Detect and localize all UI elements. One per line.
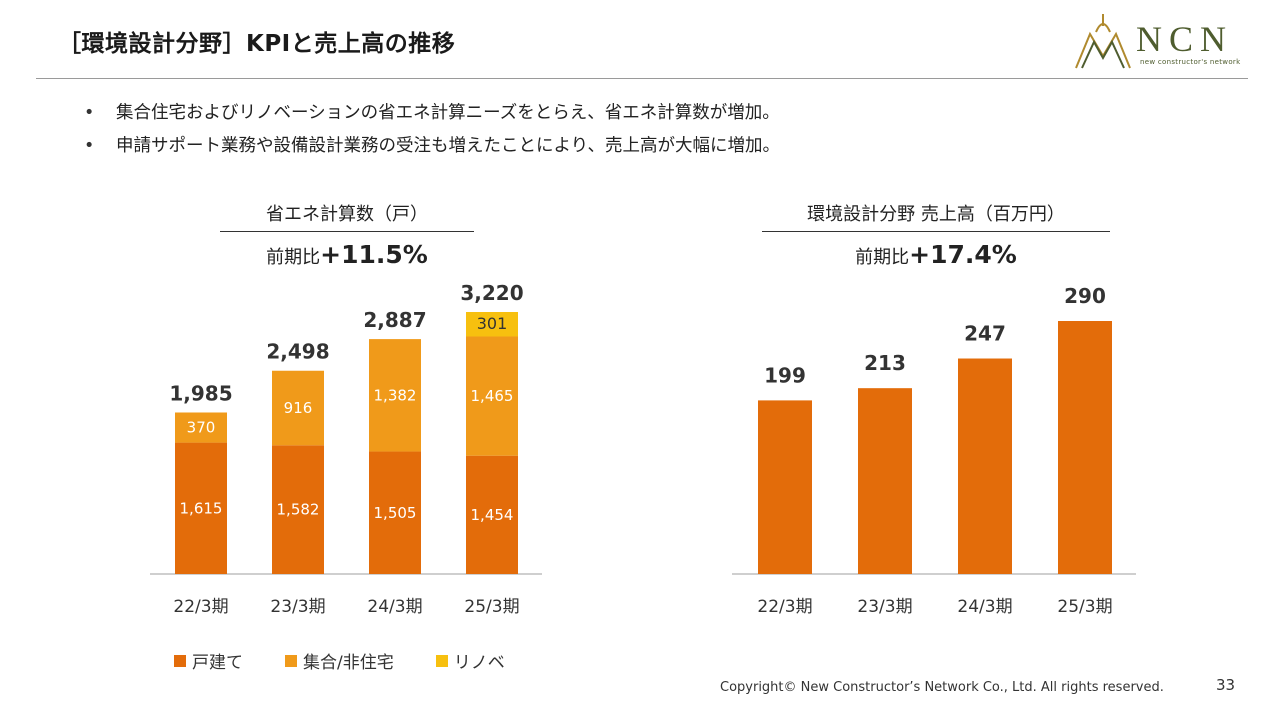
data-label: 1,454 — [471, 506, 514, 524]
total-label: 2,498 — [266, 340, 329, 364]
value-label: 290 — [1064, 284, 1106, 308]
value-label: 213 — [864, 351, 906, 375]
value-label: 247 — [964, 322, 1006, 346]
company-logo: NCN new constructor's network — [1072, 12, 1248, 74]
right-growth-value: +17.4% — [909, 240, 1017, 269]
legend-swatch — [435, 654, 448, 667]
bar-segment — [369, 451, 421, 574]
left-growth-value: +11.5% — [320, 240, 428, 269]
left-growth-rate: 前期比+11.5% — [220, 240, 474, 269]
x-tick-label: 24/3期 — [367, 597, 422, 617]
bar — [758, 400, 812, 574]
data-label: 301 — [477, 314, 508, 333]
page-number: 33 — [1216, 676, 1236, 694]
x-tick-label: 23/3期 — [857, 597, 912, 617]
right-chart-title-underline — [762, 231, 1110, 232]
bullet-item: 集合住宅およびリノベーションの省エネ計算ニーズをとらえ、省エネ計算数が増加。 — [84, 98, 780, 131]
chart-legend: 戸建て 集合/非住宅 リノベ — [174, 648, 505, 673]
bar-segment — [466, 336, 518, 456]
right-growth-rate: 前期比+17.4% — [762, 240, 1110, 269]
x-tick-label: 24/3期 — [957, 597, 1012, 617]
sales-bar-chart: 199 22/3期 213 23/3期 247 24/3期 290 25/3期 — [732, 284, 1136, 617]
total-label: 3,220 — [460, 281, 523, 305]
logo-text: NCN — [1136, 19, 1234, 59]
bar-segment — [369, 339, 421, 452]
legend-item-multifamily: 集合/非住宅 — [285, 648, 394, 673]
total-label: 1,985 — [169, 381, 232, 405]
legend-label: 戸建て — [192, 653, 243, 673]
header-divider — [36, 78, 1248, 79]
data-label: 916 — [284, 399, 313, 417]
right-chart-title: 環境設計分野 売上高（百万円） — [807, 204, 1065, 225]
left-chart-title-underline — [220, 231, 474, 232]
legend-swatch — [174, 654, 186, 667]
bullet-item: 申請サポート業務や設備設計業務の受注も増えたことにより、売上高が大幅に増加。 — [84, 131, 780, 164]
data-label: 1,505 — [374, 504, 417, 522]
data-label: 1,382 — [374, 386, 417, 404]
bar-segment — [466, 312, 518, 337]
x-tick-label: 22/3期 — [757, 597, 812, 617]
left-chart-title: 省エネ計算数（戸） — [266, 204, 428, 225]
bar — [958, 358, 1012, 574]
x-tick-label: 23/3期 — [270, 597, 325, 617]
summary-bullets: 集合住宅およびリノベーションの省エネ計算ニーズをとらえ、省エネ計算数が増加。 申… — [84, 98, 780, 164]
value-label: 199 — [764, 363, 806, 387]
data-label: 370 — [187, 419, 216, 437]
legend-swatch — [285, 654, 297, 667]
left-growth-label: 前期比 — [266, 247, 321, 268]
bar-segment — [466, 455, 518, 574]
legend-item-detached: 戸建て — [174, 648, 243, 673]
data-label: 1,582 — [277, 501, 320, 519]
bar — [858, 388, 912, 574]
legend-label: 集合/非住宅 — [303, 653, 394, 673]
data-label: 1,465 — [471, 387, 514, 405]
x-tick-label: 22/3期 — [173, 597, 228, 617]
data-label: 1,615 — [180, 499, 223, 517]
logo-tagline: new constructor's network — [1140, 58, 1241, 66]
logo-mark-icon — [1075, 14, 1131, 69]
bar — [1058, 321, 1112, 574]
copyright-text: Copyright© New Constructor’s Network Co.… — [720, 680, 1164, 695]
bar-segment — [175, 412, 227, 443]
total-label: 2,887 — [363, 308, 426, 332]
x-tick-label: 25/3期 — [1057, 597, 1112, 617]
kpi-stacked-bar-chart: 1,615 370 1,985 22/3期 1,582 916 2,498 23/3期 1,50… — [150, 281, 542, 617]
legend-item-renovation: リノベ — [435, 648, 505, 673]
legend-label: リノベ — [453, 653, 505, 673]
bar-segment — [272, 445, 324, 574]
page-title: ［環境設計分野］KPIと売上高の推移 — [58, 31, 456, 57]
bar-segment — [272, 370, 324, 446]
x-tick-label: 25/3期 — [464, 597, 519, 617]
bar-segment — [175, 442, 227, 574]
right-growth-label: 前期比 — [855, 247, 910, 268]
